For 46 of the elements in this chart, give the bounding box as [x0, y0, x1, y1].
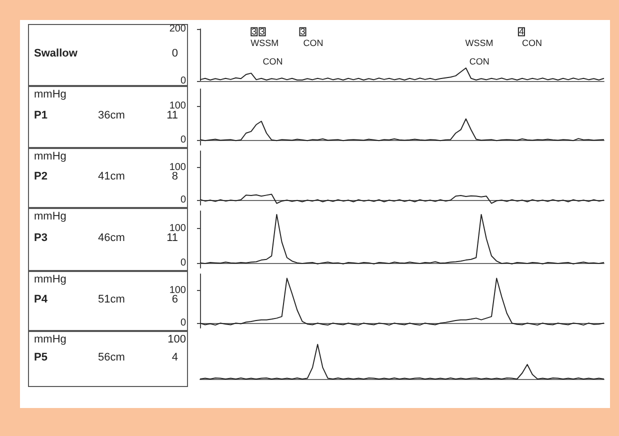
annotation: CON: [522, 38, 542, 48]
line-series: [200, 194, 604, 204]
text: P1: [34, 110, 48, 122]
annotation: CON: [262, 56, 283, 66]
text: Swallow: [34, 48, 78, 60]
y-axis-title: mmHg: [34, 150, 66, 162]
annotation: CON: [303, 38, 324, 48]
annotation: 4: [518, 26, 524, 37]
y-tick-label: 100: [169, 284, 186, 296]
annotation: 3: [252, 26, 257, 37]
y-axis-title: mmHg: [34, 274, 66, 286]
text: 56cm: [98, 352, 125, 364]
y-axis-title: mmHg: [34, 88, 66, 100]
y-tick-label: 200: [169, 24, 186, 34]
y-tick-label: 0: [180, 257, 186, 268]
annotation: CON: [469, 56, 490, 66]
text: P3: [34, 232, 48, 244]
text: 51cm: [98, 294, 125, 306]
annotation: WSSM: [465, 38, 494, 48]
text: 8: [172, 170, 178, 182]
y-axis-title: mmHg: [34, 334, 66, 346]
y-tick-label: 0: [180, 76, 186, 86]
text: 11: [166, 232, 178, 244]
text: 6: [172, 294, 178, 306]
text: P4: [34, 294, 48, 306]
y-tick-label: 0: [180, 194, 186, 206]
line-series: [200, 214, 604, 264]
y-tick-label: 100: [169, 162, 186, 173]
y-tick-label: 100: [169, 100, 186, 112]
line-series: [200, 278, 604, 326]
text: 4: [172, 352, 178, 364]
text: 46cm: [98, 232, 125, 244]
annotation: 3: [260, 26, 265, 37]
annotation: 3: [300, 26, 306, 37]
text: 36cm: [98, 110, 125, 122]
line-series: [200, 118, 604, 142]
y-tick-label: 0: [180, 318, 186, 329]
text: 41cm: [98, 170, 125, 182]
y-tick-label: 100: [169, 222, 186, 234]
y-tick-label: 0: [180, 134, 186, 146]
annotation: WSSM: [250, 38, 279, 48]
y-axis-title: mmHg: [34, 210, 66, 222]
text: P5: [34, 352, 48, 364]
line-series: [200, 68, 604, 80]
text: P2: [34, 170, 48, 182]
text: 11: [166, 110, 178, 122]
